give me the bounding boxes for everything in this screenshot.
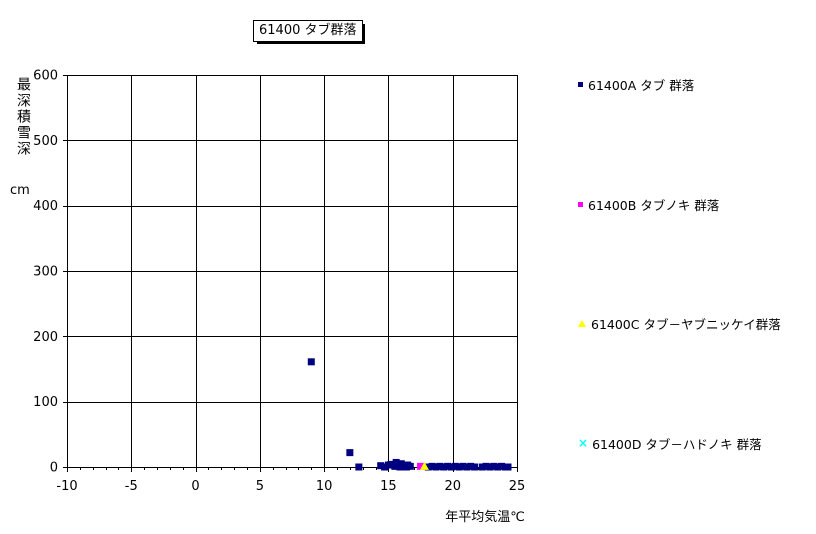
square-marker-icon bbox=[578, 201, 583, 207]
svg-text:25: 25 bbox=[509, 479, 526, 494]
svg-text:0: 0 bbox=[191, 479, 199, 494]
y-axis-unit: cm bbox=[10, 183, 30, 198]
svg-text:500: 500 bbox=[33, 134, 58, 149]
svg-text:100: 100 bbox=[33, 395, 58, 410]
legend-item-61400D: × 61400D タブ－ハドノキ 群落 bbox=[578, 436, 762, 452]
square-marker-icon bbox=[578, 81, 583, 87]
svg-text:0: 0 bbox=[50, 461, 58, 476]
svg-text:-10: -10 bbox=[56, 479, 77, 494]
y-tick-labels: 0 100 200 300 400 500 600 bbox=[33, 69, 58, 476]
legend-label: 61400B タブノキ 群落 bbox=[588, 197, 720, 213]
x-marker-icon: × bbox=[578, 436, 589, 450]
y-axis-title: 最深積雪深 bbox=[15, 77, 31, 157]
svg-text:300: 300 bbox=[33, 265, 58, 280]
gridlines bbox=[67, 75, 518, 468]
triangle-marker-icon bbox=[578, 319, 586, 327]
svg-text:200: 200 bbox=[33, 330, 58, 345]
chart-title: 61400 タブ群落 bbox=[253, 20, 363, 42]
legend-item-61400A: 61400A タブ 群落 bbox=[578, 77, 695, 93]
svg-text:400: 400 bbox=[33, 199, 58, 214]
legend-label: 61400A タブ 群落 bbox=[588, 77, 695, 93]
legend-item-61400B: 61400B タブノキ 群落 bbox=[578, 197, 720, 213]
svg-text:10: 10 bbox=[316, 479, 333, 494]
legend-label: 61400D タブ－ハドノキ 群落 bbox=[592, 436, 762, 452]
series-points-2 bbox=[419, 461, 429, 470]
legend-label: 61400C タブ－ヤブニッケイ群落 bbox=[591, 316, 781, 332]
legend-item-61400C: 61400C タブ－ヤブニッケイ群落 bbox=[578, 316, 781, 332]
x-axis-title: 年平均気温℃ bbox=[445, 510, 525, 525]
svg-text:-5: -5 bbox=[125, 479, 138, 494]
series-points-1 bbox=[417, 462, 425, 470]
svg-text:15: 15 bbox=[380, 479, 397, 494]
svg-text:600: 600 bbox=[33, 69, 58, 84]
x-tick-labels: -10 -5 0 5 10 15 20 25 bbox=[56, 479, 525, 494]
svg-text:20: 20 bbox=[444, 479, 461, 494]
svg-text:5: 5 bbox=[256, 479, 264, 494]
series-points-0 bbox=[307, 358, 512, 471]
